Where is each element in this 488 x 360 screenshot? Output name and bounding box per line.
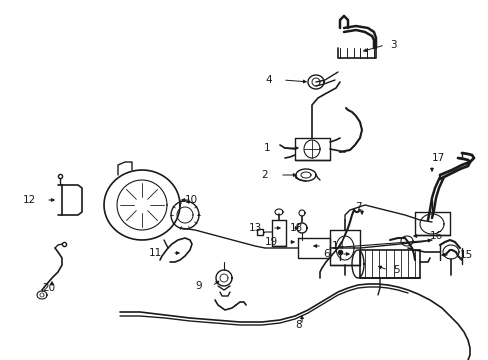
Text: 2: 2 bbox=[261, 170, 267, 180]
Text: 7: 7 bbox=[354, 202, 361, 212]
Text: 9: 9 bbox=[195, 281, 202, 291]
Text: 18: 18 bbox=[289, 223, 303, 233]
Text: 4: 4 bbox=[265, 75, 271, 85]
Text: 19: 19 bbox=[264, 237, 278, 247]
Text: 12: 12 bbox=[23, 195, 36, 205]
Text: 13: 13 bbox=[248, 223, 262, 233]
Text: 20: 20 bbox=[42, 283, 55, 293]
Text: 11: 11 bbox=[148, 248, 162, 258]
Text: 17: 17 bbox=[431, 153, 445, 163]
Text: 1: 1 bbox=[263, 143, 269, 153]
Text: 16: 16 bbox=[429, 231, 442, 241]
Text: 6: 6 bbox=[323, 249, 329, 259]
Text: 3: 3 bbox=[389, 40, 396, 50]
Text: 5: 5 bbox=[392, 265, 399, 275]
Text: 10: 10 bbox=[184, 195, 198, 205]
Text: 15: 15 bbox=[459, 250, 472, 260]
Text: 14: 14 bbox=[331, 241, 345, 251]
Text: 8: 8 bbox=[294, 320, 301, 330]
